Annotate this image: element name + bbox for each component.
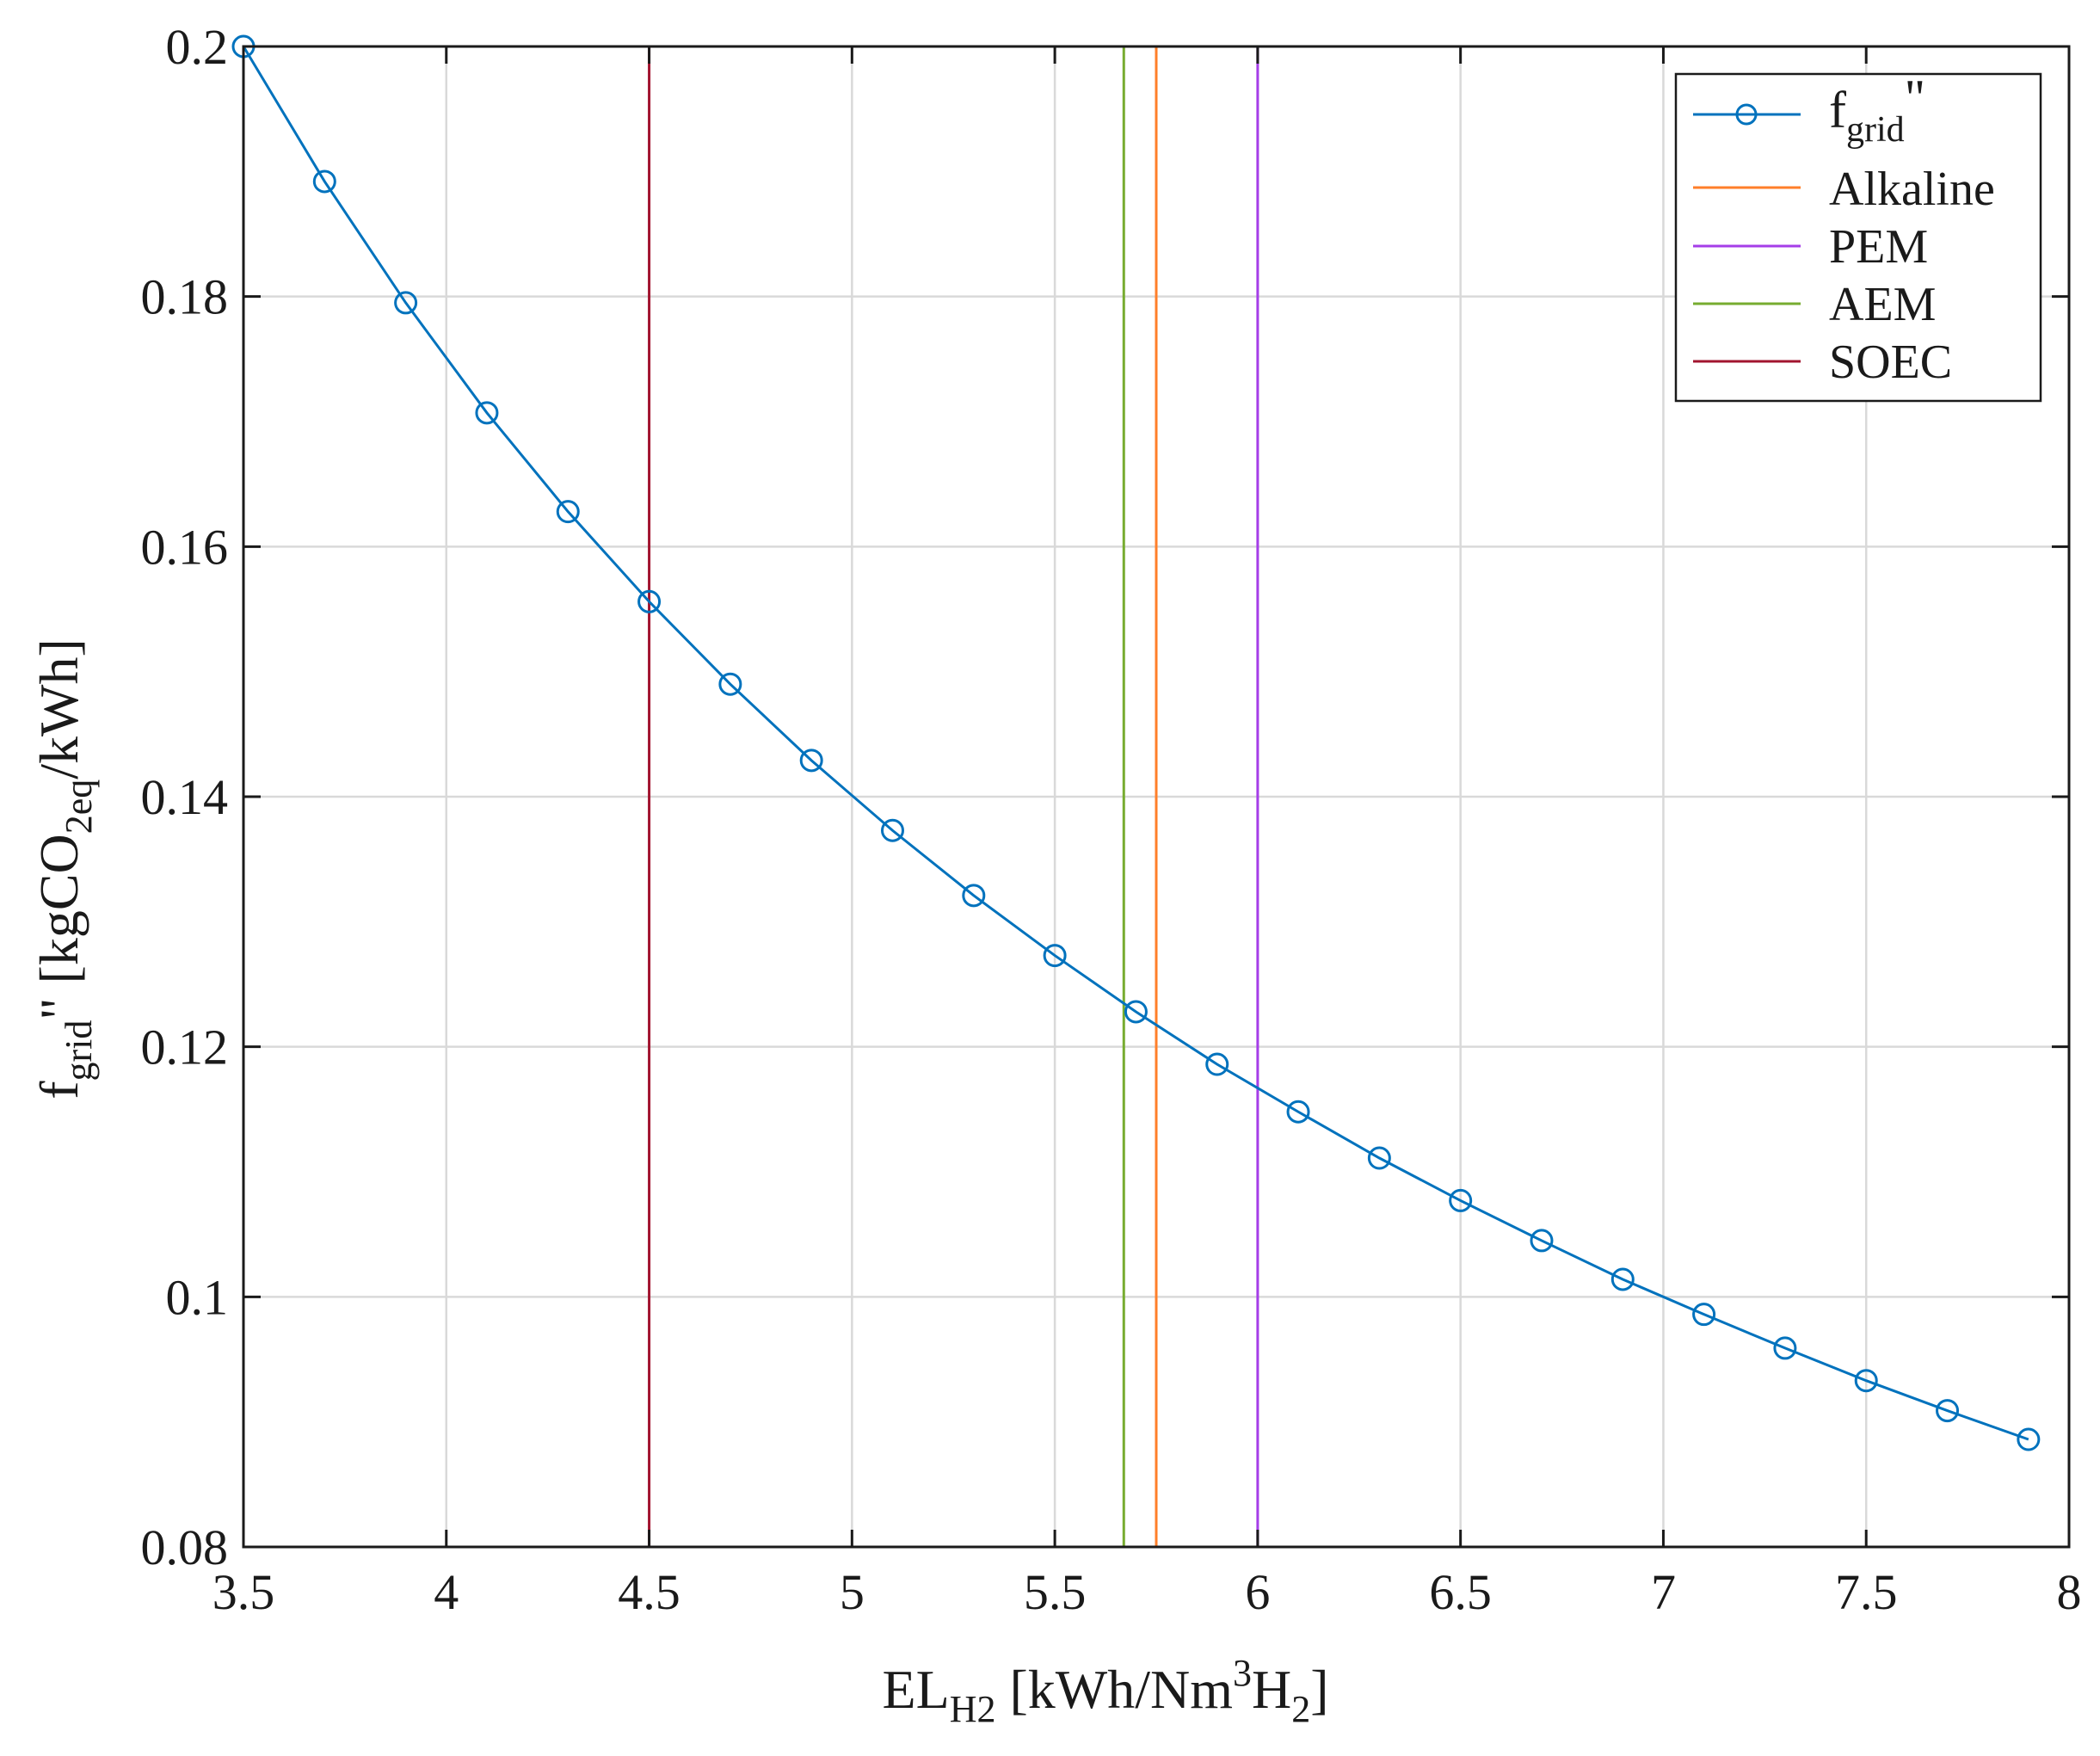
data-point <box>799 749 823 773</box>
data-point <box>718 672 742 696</box>
y-tick-label: 0.14 <box>141 769 229 825</box>
data-point <box>1936 1399 1960 1423</box>
x-tick-label: 5 <box>840 1564 865 1620</box>
y-label-base: f <box>28 1081 89 1100</box>
legend-fgrid-label: fgrid" <box>1829 70 1925 150</box>
data-point <box>556 500 580 524</box>
x-tick-label: 6 <box>1245 1564 1270 1620</box>
data-point <box>394 291 418 315</box>
x-tick-label: 7.5 <box>1835 1564 1898 1620</box>
data-point <box>1205 1052 1229 1076</box>
data-series <box>231 34 2041 1451</box>
y-tick-label: 0.2 <box>166 19 229 75</box>
x-label-sub: H2 <box>950 1688 996 1730</box>
legend-entry-aem: AEM <box>1693 278 1936 331</box>
x-tick-label: 5.5 <box>1024 1564 1087 1620</box>
reference-lines <box>648 46 1259 1547</box>
x-tick-label: 3.5 <box>212 1564 275 1620</box>
data-point <box>1449 1188 1473 1212</box>
x-label-base: EL <box>883 1659 950 1720</box>
legend-aem-label: AEM <box>1829 278 1936 331</box>
y-label-sub2: 2eq <box>58 779 100 835</box>
data-point <box>2017 1427 2041 1451</box>
x-tick-label: 6.5 <box>1429 1564 1492 1620</box>
data-point <box>1692 1303 1716 1327</box>
legend: fgrid" Alkaline PEM AEM SOEC <box>1674 70 2042 403</box>
legend-entry-soec: SOEC <box>1693 336 1952 389</box>
legend-alkaline-label: Alkaline <box>1829 163 1995 216</box>
data-point <box>1854 1369 1878 1393</box>
y-tick-label: 0.1 <box>166 1269 229 1325</box>
x-tick-label: 7 <box>1651 1564 1676 1620</box>
data-point <box>880 818 904 842</box>
legend-entry-pem: PEM <box>1693 220 1928 274</box>
y-label-sub: grid <box>58 1020 100 1081</box>
data-point <box>1124 1000 1148 1024</box>
y-tick-label: 0.08 <box>141 1519 229 1575</box>
x-label-sup: 3 <box>1233 1652 1252 1694</box>
x-tick-label: 4 <box>434 1564 459 1620</box>
y-tick-label: 0.12 <box>141 1020 229 1075</box>
x-tick-label: 8 <box>2057 1564 2082 1620</box>
legend-fgrid-base: f <box>1829 82 1846 139</box>
data-point <box>1773 1336 1797 1360</box>
data-point <box>1367 1146 1391 1170</box>
legend-entry-alkaline: Alkaline <box>1693 163 1995 216</box>
data-point <box>475 401 499 425</box>
data-point <box>1610 1267 1635 1291</box>
data-point <box>312 169 336 194</box>
x-label-unit-close: ] <box>1310 1659 1328 1720</box>
y-label-tail: /kWh] <box>28 638 89 779</box>
x-label-unit-sub: 2 <box>1291 1688 1310 1730</box>
x-label-unit-h: H <box>1252 1659 1291 1720</box>
legend-fgrid-sub: grid <box>1846 110 1905 150</box>
series-line-fgrid <box>242 46 2029 1441</box>
axis-ticks: 3.5 4 4.5 5 5.5 6 6.5 7 7.5 8 0.08 0.1 0.12 0.14 0.16 0… <box>141 19 2082 1620</box>
legend-entry-fgrid: fgrid" <box>1693 70 1925 150</box>
y-tick-label: 0.16 <box>141 519 229 575</box>
y-axis-label: fgrid" [kgCO2eq/kWh] <box>28 638 100 1100</box>
x-tick-label: 4.5 <box>618 1564 680 1620</box>
y-tick-label: 0.18 <box>141 269 229 325</box>
data-point <box>1043 944 1067 968</box>
data-point <box>962 884 986 908</box>
data-point <box>1286 1100 1310 1124</box>
legend-soec-label: SOEC <box>1829 336 1952 389</box>
data-point <box>637 589 662 613</box>
legend-box <box>1674 72 2042 403</box>
y-label-prime: " [kgCO <box>28 834 89 1020</box>
x-label-unit-open: [kWh/Nm <box>995 1659 1233 1720</box>
legend-pem-label: PEM <box>1829 220 1928 274</box>
data-point <box>1530 1229 1554 1253</box>
legend-fgrid-marker-swatch <box>1735 103 1758 126</box>
x-axis-label: ELH2 [kWh/Nm3H2] <box>883 1652 1329 1730</box>
legend-fgrid-suffix: " <box>1905 70 1926 126</box>
